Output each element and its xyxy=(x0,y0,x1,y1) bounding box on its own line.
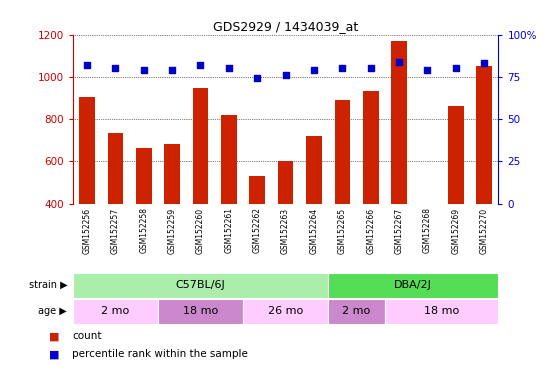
Bar xyxy=(328,273,498,298)
Point xyxy=(366,65,375,71)
Text: GSM152270: GSM152270 xyxy=(480,207,489,253)
Title: GDS2929 / 1434039_at: GDS2929 / 1434039_at xyxy=(213,20,358,33)
Text: 2 mo: 2 mo xyxy=(101,306,129,316)
Bar xyxy=(328,299,385,323)
Bar xyxy=(385,299,498,323)
Bar xyxy=(73,299,158,323)
Bar xyxy=(477,66,492,204)
Text: GSM152262: GSM152262 xyxy=(253,207,262,253)
Bar xyxy=(158,299,243,323)
Text: GSM152267: GSM152267 xyxy=(395,207,404,253)
Text: count: count xyxy=(72,331,101,341)
Point xyxy=(451,65,460,71)
Bar xyxy=(243,299,328,323)
Text: GSM152265: GSM152265 xyxy=(338,207,347,253)
Text: GSM152268: GSM152268 xyxy=(423,207,432,253)
Point xyxy=(225,65,234,71)
Bar xyxy=(278,161,293,204)
Text: 2 mo: 2 mo xyxy=(342,306,371,316)
Text: age ▶: age ▶ xyxy=(39,306,67,316)
Bar xyxy=(334,100,350,204)
Bar xyxy=(79,97,95,204)
Text: ■: ■ xyxy=(49,331,60,341)
Point xyxy=(480,60,489,66)
Point xyxy=(139,67,148,73)
Point xyxy=(167,67,176,73)
Text: DBA/2J: DBA/2J xyxy=(394,280,432,290)
Text: GSM152264: GSM152264 xyxy=(310,207,319,253)
Point xyxy=(253,75,262,81)
Bar xyxy=(391,41,407,204)
Point xyxy=(111,65,120,71)
Text: GSM152269: GSM152269 xyxy=(451,207,460,253)
Point xyxy=(310,67,319,73)
Bar xyxy=(363,91,379,204)
Text: 26 mo: 26 mo xyxy=(268,306,303,316)
Bar xyxy=(448,106,464,204)
Text: percentile rank within the sample: percentile rank within the sample xyxy=(72,349,248,359)
Bar xyxy=(249,176,265,204)
Text: GSM152263: GSM152263 xyxy=(281,207,290,253)
Point xyxy=(82,62,91,68)
Text: strain ▶: strain ▶ xyxy=(29,280,67,290)
Text: C57BL/6J: C57BL/6J xyxy=(176,280,225,290)
Point xyxy=(281,72,290,78)
Bar xyxy=(221,115,237,204)
Point xyxy=(395,58,404,65)
Bar xyxy=(306,136,322,204)
Text: 18 mo: 18 mo xyxy=(183,306,218,316)
Bar xyxy=(136,147,152,204)
Text: GSM152266: GSM152266 xyxy=(366,207,375,253)
Point xyxy=(423,67,432,73)
Text: GSM152260: GSM152260 xyxy=(196,207,205,253)
Point xyxy=(196,62,205,68)
Text: GSM152259: GSM152259 xyxy=(167,207,176,253)
Text: ■: ■ xyxy=(49,349,60,359)
Bar xyxy=(108,133,123,204)
Point xyxy=(338,65,347,71)
Bar xyxy=(164,144,180,204)
Text: GSM152261: GSM152261 xyxy=(225,207,234,253)
Bar xyxy=(73,273,328,298)
Text: GSM152257: GSM152257 xyxy=(111,207,120,253)
Text: GSM152256: GSM152256 xyxy=(82,207,91,253)
Text: GSM152258: GSM152258 xyxy=(139,207,148,253)
Bar xyxy=(193,88,208,204)
Text: 18 mo: 18 mo xyxy=(424,306,459,316)
